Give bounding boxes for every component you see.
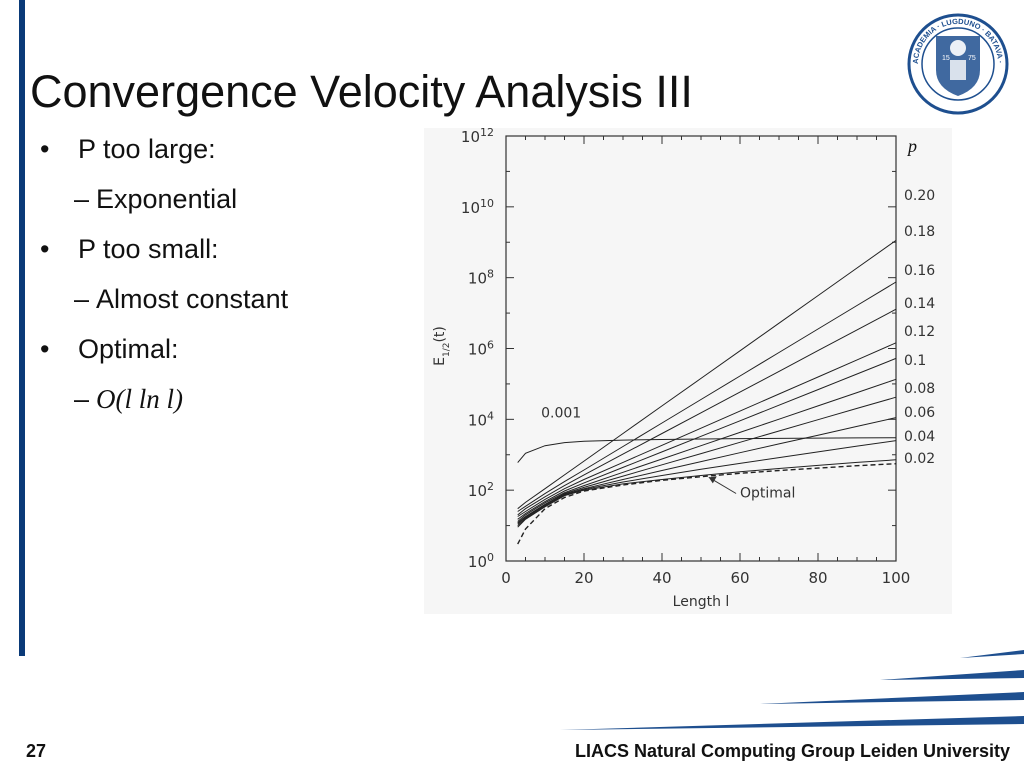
x-tick-label: 60 — [730, 569, 749, 587]
legend-title: p — [906, 136, 917, 156]
x-tick-label: 100 — [882, 569, 911, 587]
arrow-head-icon — [708, 476, 717, 484]
convergence-chart: 0 20 40 60 80 100 100 102 104 106 108 1010 1012 0.20… — [424, 128, 952, 614]
series-line-0.20 — [517, 239, 897, 510]
bullet-text: P too small: — [78, 234, 219, 264]
y-tick-label: 100 — [468, 551, 494, 572]
sub-bullet-item: – Almost constant — [40, 280, 288, 330]
series-label: 0.04 — [904, 429, 935, 445]
sub-bullet-text: O(l ln l) — [96, 384, 183, 414]
axis-ticks: 0 20 40 60 80 100 100 102 104 106 108 1010 1012 — [461, 128, 910, 587]
series-line-0.14 — [517, 342, 897, 517]
dash-icon: – — [74, 384, 90, 414]
page-number: 27 — [26, 741, 47, 761]
dash-icon: – — [74, 284, 90, 314]
series-label: 0.20 — [904, 188, 935, 204]
series-line-0.06 — [517, 417, 897, 525]
y-tick-label: 1010 — [461, 196, 494, 217]
series-group — [517, 239, 897, 545]
slide-title: Convergence Velocity Analysis III — [30, 66, 693, 117]
footer-text: LIACS Natural Computing Group Leiden Uni… — [574, 741, 1010, 761]
series-line-Optimal — [517, 463, 897, 545]
series-label: 0.16 — [904, 263, 935, 279]
series-line-0.1 — [517, 378, 897, 522]
bullet-dot-icon: • — [40, 134, 50, 164]
series-line-0.02 — [517, 459, 897, 528]
chart-background — [424, 128, 952, 614]
bullet-item: • P too small: — [40, 230, 288, 280]
sub-bullet-item: – O(l ln l) — [40, 380, 288, 430]
bullet-list: • P too large: – Exponential • P too small:… — [40, 130, 288, 430]
bullet-dot-icon: • — [40, 334, 50, 364]
sub-bullet-text: Almost constant — [96, 284, 289, 314]
bullet-dot-icon: • — [40, 234, 50, 264]
series-line-0.16 — [517, 308, 897, 516]
series-line-0.12 — [517, 357, 897, 520]
x-axis-label: Length l — [673, 594, 730, 610]
series-label: 0.02 — [904, 451, 935, 467]
sub-bullet-item: – Exponential — [40, 180, 288, 230]
x-tick-label: 80 — [808, 569, 827, 587]
sub-bullet-text: Exponential — [96, 184, 238, 214]
x-tick-label: 20 — [574, 569, 593, 587]
dash-icon: – — [74, 184, 90, 214]
series-label: 0.08 — [904, 381, 935, 397]
series-line-0.18 — [517, 281, 897, 512]
series-label: 0.14 — [904, 296, 935, 312]
footer-decoration — [560, 650, 1024, 730]
annotation-0001: 0.001 — [541, 405, 581, 421]
x-tick-label: 40 — [652, 569, 671, 587]
y-tick-label: 102 — [468, 480, 494, 501]
series-label: 0.06 — [904, 405, 935, 421]
accent-bar — [19, 0, 25, 656]
series-label: 0.18 — [904, 224, 935, 240]
y-tick-label: 1012 — [461, 128, 494, 146]
svg-text:15: 15 — [942, 55, 950, 62]
bullet-text: Optimal: — [78, 334, 179, 364]
x-tick-label: 0 — [501, 569, 511, 587]
y-tick-label: 104 — [468, 409, 494, 430]
bullet-item: • P too large: — [40, 130, 288, 180]
series-label: 0.1 — [904, 353, 926, 369]
y-tick-label: 108 — [468, 267, 494, 288]
series-line-0.04 — [517, 440, 897, 526]
series-line-0.001 — [517, 437, 897, 463]
annotation-optimal: Optimal — [740, 486, 795, 502]
bullet-item: • Optimal: — [40, 330, 288, 380]
series-label: 0.12 — [904, 324, 935, 340]
series-line-0.08 — [517, 396, 897, 524]
y-tick-label: 106 — [468, 338, 494, 359]
bullet-text: P too large: — [78, 134, 216, 164]
svg-text:75: 75 — [968, 55, 976, 62]
chart-labels: 0.20 0.18 0.16 0.14 0.12 0.1 0.08 0.06 0.04 0.02 0… — [541, 188, 935, 502]
leiden-seal: 15 75 ACADEMIA · LUGDUNO · BATAVA · PERF… — [906, 12, 1009, 115]
